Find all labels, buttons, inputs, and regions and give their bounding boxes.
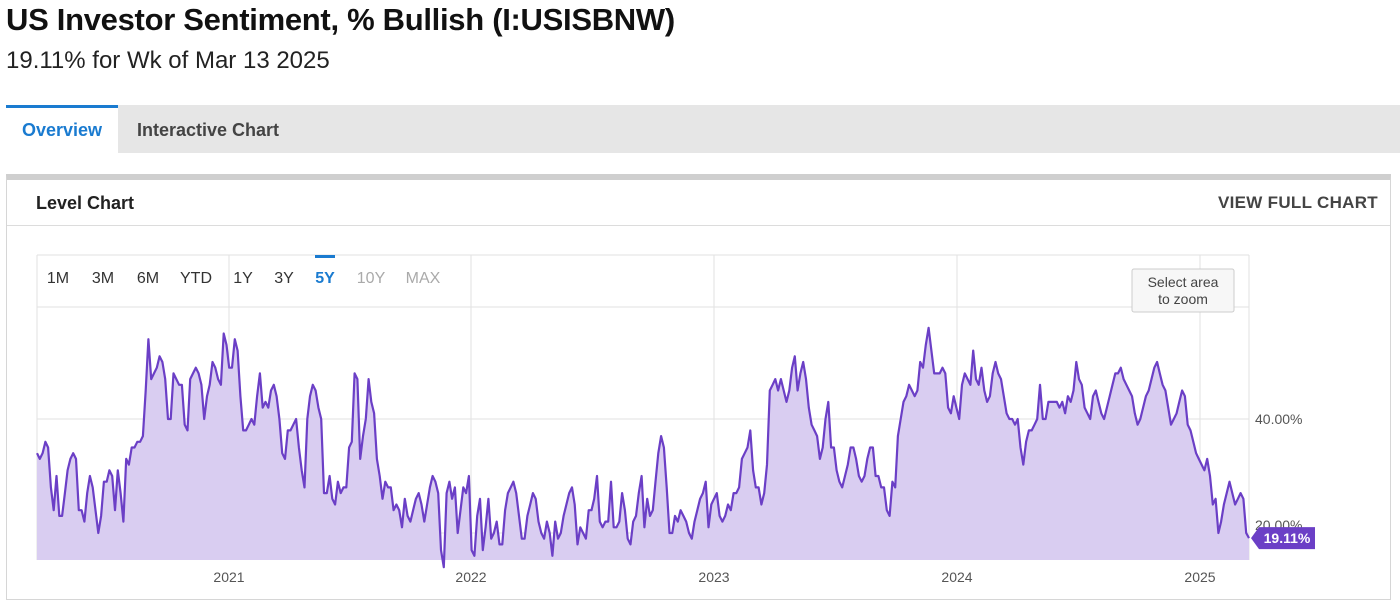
- x-tick-label: 2022: [455, 569, 486, 585]
- series-line: [36, 326, 1250, 569]
- x-tick-label: 2021: [213, 569, 244, 585]
- last-value-badge: [1251, 527, 1315, 550]
- range-button-10y[interactable]: 10Y: [357, 270, 386, 287]
- range-button-ytd[interactable]: YTD: [180, 270, 212, 287]
- range-button-1m[interactable]: 1M: [47, 270, 69, 287]
- last-value-label: 19.11%: [1264, 530, 1311, 546]
- x-tick-label: 2023: [698, 569, 729, 585]
- y-tick-label: 40.00%: [1255, 411, 1302, 427]
- range-button-selected-indicator: [315, 255, 335, 258]
- card-title: Level Chart: [36, 193, 135, 213]
- x-tick-label: 2025: [1184, 569, 1215, 585]
- zoom-hint-box: [1131, 268, 1235, 313]
- range-button-1y[interactable]: 1Y: [233, 270, 253, 287]
- range-button-max[interactable]: MAX: [406, 270, 441, 287]
- range-button-3y[interactable]: 3Y: [274, 270, 294, 287]
- range-button-5y[interactable]: 5Y: [315, 270, 335, 287]
- view-full-chart-link[interactable]: VIEW FULL CHART: [1217, 193, 1378, 212]
- zoom-hint-line: to zoom: [1158, 291, 1208, 307]
- tab-overview[interactable]: Overview: [6, 105, 118, 153]
- tab-bar: Overview Interactive Chart: [6, 105, 1400, 153]
- range-button-3m[interactable]: 3M: [92, 270, 114, 287]
- x-tick-label: 2024: [941, 569, 972, 585]
- tab-interactive-chart[interactable]: Interactive Chart: [136, 120, 280, 140]
- zoom-hint-line: Select area: [1148, 274, 1219, 290]
- page-subtitle: 19.11% for Wk of Mar 13 2025: [6, 47, 330, 74]
- card-header: Level Chart VIEW FULL CHART: [7, 180, 1390, 226]
- series-area-fill: [37, 327, 1249, 568]
- page-title: US Investor Sentiment, % Bullish (I:USIS…: [6, 2, 675, 37]
- range-button-6m[interactable]: 6M: [137, 270, 159, 287]
